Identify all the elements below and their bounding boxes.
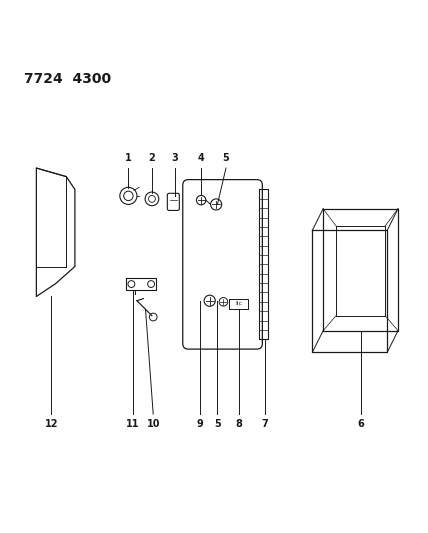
- Text: 4: 4: [198, 153, 205, 163]
- Text: 7: 7: [261, 419, 268, 429]
- Text: lic: lic: [235, 301, 242, 305]
- Text: 8: 8: [235, 419, 242, 429]
- Text: 6: 6: [357, 419, 364, 429]
- Text: 11: 11: [126, 419, 140, 429]
- Text: 3: 3: [171, 153, 178, 163]
- Text: 9: 9: [197, 419, 204, 429]
- Text: 12: 12: [45, 419, 58, 429]
- Text: 1: 1: [125, 153, 132, 163]
- Text: 5: 5: [214, 419, 221, 429]
- Text: 2: 2: [149, 153, 155, 163]
- Text: 5: 5: [223, 153, 229, 163]
- Text: 7724  4300: 7724 4300: [24, 72, 111, 86]
- Text: 10: 10: [146, 419, 160, 429]
